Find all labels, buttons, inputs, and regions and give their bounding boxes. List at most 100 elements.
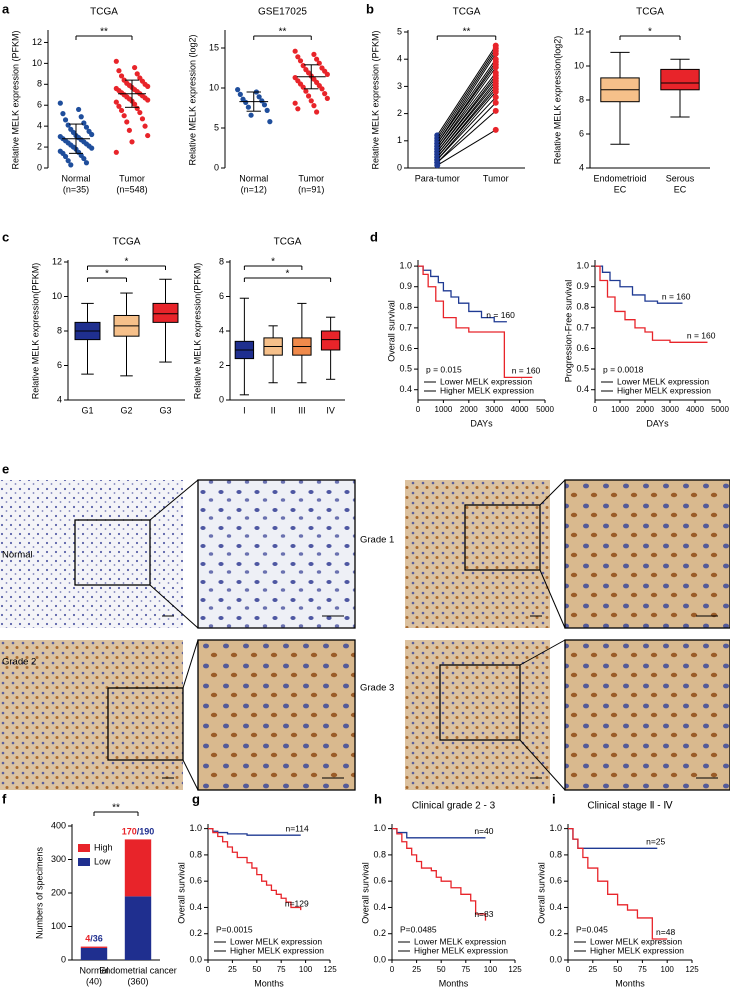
dot — [139, 116, 146, 122]
pair-line — [436, 77, 497, 152]
value-label: 4/36 — [85, 934, 103, 944]
n-label: n=25 — [646, 837, 665, 847]
dot — [324, 71, 330, 77]
y-tick-label: 0.5 — [576, 363, 589, 373]
y-axis-label: Relative MELK expression (PFKM) — [10, 30, 20, 169]
x-tick-label: Serous — [666, 173, 695, 183]
dot — [492, 50, 499, 57]
y-tick-label: 0.6 — [189, 876, 202, 886]
legend-label: Higher MELK expression — [590, 945, 684, 955]
dot — [295, 106, 301, 112]
survival-curve — [208, 827, 302, 911]
survival-curve — [392, 827, 486, 839]
dot — [314, 109, 320, 115]
dot — [113, 149, 119, 155]
y-tick-label: 0.5 — [399, 363, 412, 373]
survival-curve — [568, 827, 668, 940]
y-tick-label: 10 — [52, 291, 62, 301]
p-value: P=0.0015 — [216, 924, 253, 934]
bar-segment — [80, 947, 108, 960]
chart-title: Clinical stage Ⅱ - Ⅳ — [587, 801, 673, 812]
y-tick-label: 4 — [219, 325, 224, 335]
pair-line — [436, 53, 497, 144]
x-tick-label: I — [243, 405, 246, 415]
dot — [434, 162, 441, 169]
x-tick-label: 3000 — [485, 405, 503, 414]
legend-label: Higher MELK expression — [414, 945, 508, 955]
y-tick-label: 0.2 — [549, 928, 562, 938]
y-tick-label: 0.8 — [373, 849, 386, 859]
legend-label: Low — [94, 856, 111, 866]
x-tick-label: Tumor — [483, 173, 509, 183]
y-tick-label: 0.8 — [399, 302, 412, 312]
dot — [292, 48, 298, 54]
pair-line — [436, 102, 497, 163]
dot — [129, 139, 135, 145]
y-tick-label: 2 — [397, 108, 402, 118]
survival-curve — [418, 265, 533, 378]
x-tick-label: 25 — [588, 965, 597, 974]
x-tick-label: 0 — [566, 965, 571, 974]
y-tick-label: 10 — [209, 82, 219, 92]
y-tick-label: 3 — [397, 81, 402, 91]
x-tick-sublabel: (360) — [127, 976, 148, 986]
x-tick-label: 0 — [390, 965, 395, 974]
x-tick-label: 125 — [508, 965, 522, 974]
pair-line — [436, 64, 497, 147]
y-tick-label: 0.9 — [399, 281, 412, 291]
survival-curve — [418, 265, 507, 323]
y-tick-label: 0.7 — [399, 322, 412, 332]
dot — [134, 71, 140, 77]
x-tick-label: 5000 — [536, 405, 554, 414]
legend-label: Higher MELK expression — [617, 385, 711, 395]
pair-line — [436, 45, 497, 136]
dot — [118, 107, 125, 114]
x-tick-label: Normal — [79, 965, 108, 975]
chart-title: TCGA — [274, 237, 302, 248]
x-tick-label: 4000 — [686, 405, 704, 414]
zoom-image — [197, 639, 356, 791]
x-tick-sublabel: (40) — [86, 976, 102, 986]
x-tick-label: 125 — [685, 965, 699, 974]
inset — [107, 687, 184, 761]
zoom-image — [197, 479, 356, 629]
value-label-part: 170 — [122, 827, 137, 837]
y-tick-label: 0.6 — [373, 876, 386, 886]
dot — [235, 87, 241, 93]
y-tick-label: 15 — [209, 42, 219, 52]
panel-label: h — [374, 791, 382, 806]
y-tick-label: 0 — [214, 162, 219, 172]
x-tick-label: 0 — [416, 405, 421, 414]
dot — [311, 51, 317, 58]
legend-label: High — [94, 842, 113, 852]
y-tick-label: 0.0 — [549, 954, 562, 964]
panel-label: e — [2, 461, 9, 476]
y-tick-label: 100 — [51, 921, 66, 931]
significance-label: * — [125, 257, 129, 268]
y-tick-label: 12 — [52, 256, 62, 266]
x-tick-sublabel: (n=35) — [63, 184, 89, 194]
pair-line — [436, 67, 497, 150]
y-axis-label: Overall survival — [536, 862, 546, 924]
significance-label: ** — [100, 27, 108, 38]
n-label: n=48 — [656, 927, 675, 937]
chart-title: TCGA — [453, 7, 481, 18]
x-tick-label: 3000 — [661, 405, 679, 414]
x-tick-label: Tumor — [119, 173, 145, 183]
y-tick-label: 8 — [37, 79, 42, 89]
y-tick-label: 4 — [397, 54, 402, 64]
n-label: n=40 — [474, 826, 493, 836]
legend-label: Lower MELK expression — [617, 376, 709, 386]
chart-title: TCGA — [636, 7, 664, 18]
pair-line — [436, 72, 497, 150]
legend-label: Lower MELK expression — [230, 936, 322, 946]
p-value: P=0.045 — [576, 924, 608, 934]
value-label: 170/190 — [122, 827, 155, 837]
zoom-image — [564, 479, 730, 629]
x-tick-label: 5000 — [711, 405, 729, 414]
pair-line — [436, 83, 497, 155]
dot — [492, 107, 499, 114]
legend-label: Higher MELK expression — [230, 945, 324, 955]
